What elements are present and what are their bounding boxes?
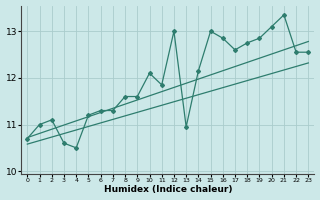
X-axis label: Humidex (Indice chaleur): Humidex (Indice chaleur)	[104, 185, 232, 194]
